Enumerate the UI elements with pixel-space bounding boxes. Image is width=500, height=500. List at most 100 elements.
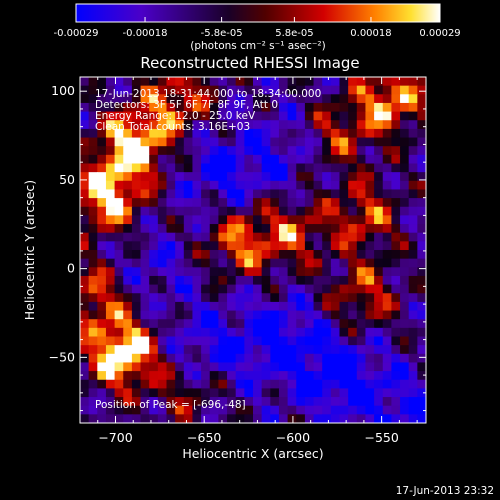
- heatmap-cell: [348, 405, 358, 415]
- heatmap-cell: [201, 120, 211, 130]
- heatmap-cell: [105, 379, 116, 389]
- heatmap-cell: [183, 137, 194, 147]
- heatmap-cell: [313, 388, 323, 398]
- heatmap-cell: [105, 163, 116, 173]
- heatmap-cell: [140, 250, 150, 260]
- heatmap-cell: [131, 327, 142, 338]
- heatmap-cell: [339, 379, 349, 389]
- heatmap-cell: [400, 189, 410, 199]
- heatmap-cell: [339, 154, 349, 165]
- heatmap-cell: [131, 397, 142, 407]
- heatmap-cell: [131, 293, 142, 303]
- heatmap-cell: [339, 319, 349, 329]
- heatmap-cell: [253, 397, 263, 407]
- heatmap-cell: [192, 215, 202, 225]
- heatmap-cell: [227, 215, 237, 225]
- heatmap-cell: [192, 146, 202, 156]
- heatmap-cell: [149, 250, 159, 260]
- heatmap-cell: [123, 345, 133, 355]
- heatmap-cell: [80, 293, 90, 303]
- heatmap-cell: [123, 414, 133, 423]
- heatmap-cell: [382, 163, 392, 173]
- heatmap-cell: [192, 154, 202, 165]
- heatmap-cell: [149, 180, 159, 191]
- heatmap-cell: [382, 137, 392, 147]
- heatmap-cell: [131, 94, 142, 104]
- heatmap-cell: [339, 241, 349, 251]
- heatmap-cell: [322, 102, 332, 113]
- heatmap-cell: [365, 232, 375, 242]
- heatmap-cell: [296, 397, 306, 407]
- heatmap-cell: [313, 85, 323, 95]
- heatmap-cell: [244, 94, 254, 104]
- heatmap-cell: [209, 293, 219, 303]
- heatmap-cell: [313, 250, 323, 260]
- heatmap-cell: [356, 180, 367, 191]
- heatmap-cell: [201, 111, 211, 121]
- heatmap-cell: [261, 293, 271, 303]
- heatmap-cell: [88, 301, 98, 312]
- heatmap-cell: [270, 198, 280, 208]
- heatmap-cell: [304, 275, 315, 286]
- heatmap-cell: [140, 301, 150, 312]
- heatmap-cell: [209, 224, 219, 234]
- heatmap-cell: [166, 405, 176, 415]
- heatmap-cell: [209, 319, 219, 329]
- heatmap-cell: [339, 388, 349, 398]
- heatmap-cell: [235, 310, 245, 320]
- heatmap-cell: [400, 137, 410, 147]
- heatmap-cell: [80, 397, 90, 407]
- heatmap-cell: [209, 250, 219, 260]
- heatmap-cell: [192, 371, 202, 381]
- heatmap-cell: [131, 146, 142, 156]
- heatmap-cell: [88, 388, 98, 398]
- heatmap-cell: [304, 258, 315, 268]
- heatmap-cell: [105, 301, 116, 312]
- heatmap-cell: [322, 345, 332, 355]
- heatmap-cell: [227, 267, 237, 277]
- heatmap-cell: [131, 388, 142, 398]
- heatmap-cell: [382, 85, 392, 95]
- heatmap-cell: [123, 405, 133, 415]
- heatmap-cell: [157, 258, 168, 268]
- heatmap-cell: [218, 154, 228, 165]
- heatmap-cell: [356, 388, 367, 398]
- heatmap-cell: [287, 301, 297, 312]
- heatmap-cell: [97, 154, 107, 165]
- heatmap-cell: [114, 189, 124, 199]
- heatmap-cell: [313, 362, 323, 372]
- heatmap-cell: [201, 215, 211, 225]
- heatmap-cell: [80, 180, 90, 191]
- heatmap-cell: [322, 293, 332, 303]
- heatmap-cell: [287, 388, 297, 398]
- heatmap-cell: [278, 146, 289, 156]
- heatmap-cell: [330, 336, 341, 346]
- heatmap-cell: [140, 397, 150, 407]
- heatmap-cell: [209, 232, 219, 242]
- heatmap-cell: [253, 301, 263, 312]
- heatmap-cell: [235, 111, 245, 121]
- heatmap-cell: [296, 336, 306, 346]
- heatmap-cell: [175, 353, 185, 364]
- heatmap-cell: [131, 163, 142, 173]
- heatmap-cell: [348, 198, 358, 208]
- heatmap-cell: [105, 397, 116, 407]
- heatmap-cell: [80, 215, 90, 225]
- heatmap-cell: [304, 319, 315, 329]
- heatmap-cell: [114, 379, 124, 389]
- y-tick-label: −50: [49, 349, 75, 364]
- heatmap-cell: [330, 198, 341, 208]
- heatmap-cell: [123, 275, 133, 286]
- heatmap-cell: [183, 189, 194, 199]
- heatmap-cell: [183, 206, 194, 216]
- heatmap-cell: [270, 172, 280, 182]
- heatmap-cell: [278, 77, 289, 87]
- heatmap-cell: [227, 241, 237, 251]
- heatmap-cell: [408, 388, 418, 398]
- heatmap-cell: [183, 275, 194, 286]
- heatmap-cell: [322, 154, 332, 165]
- heatmap-cell: [270, 137, 280, 147]
- heatmap-cell: [330, 293, 341, 303]
- heatmap-cell: [131, 414, 142, 423]
